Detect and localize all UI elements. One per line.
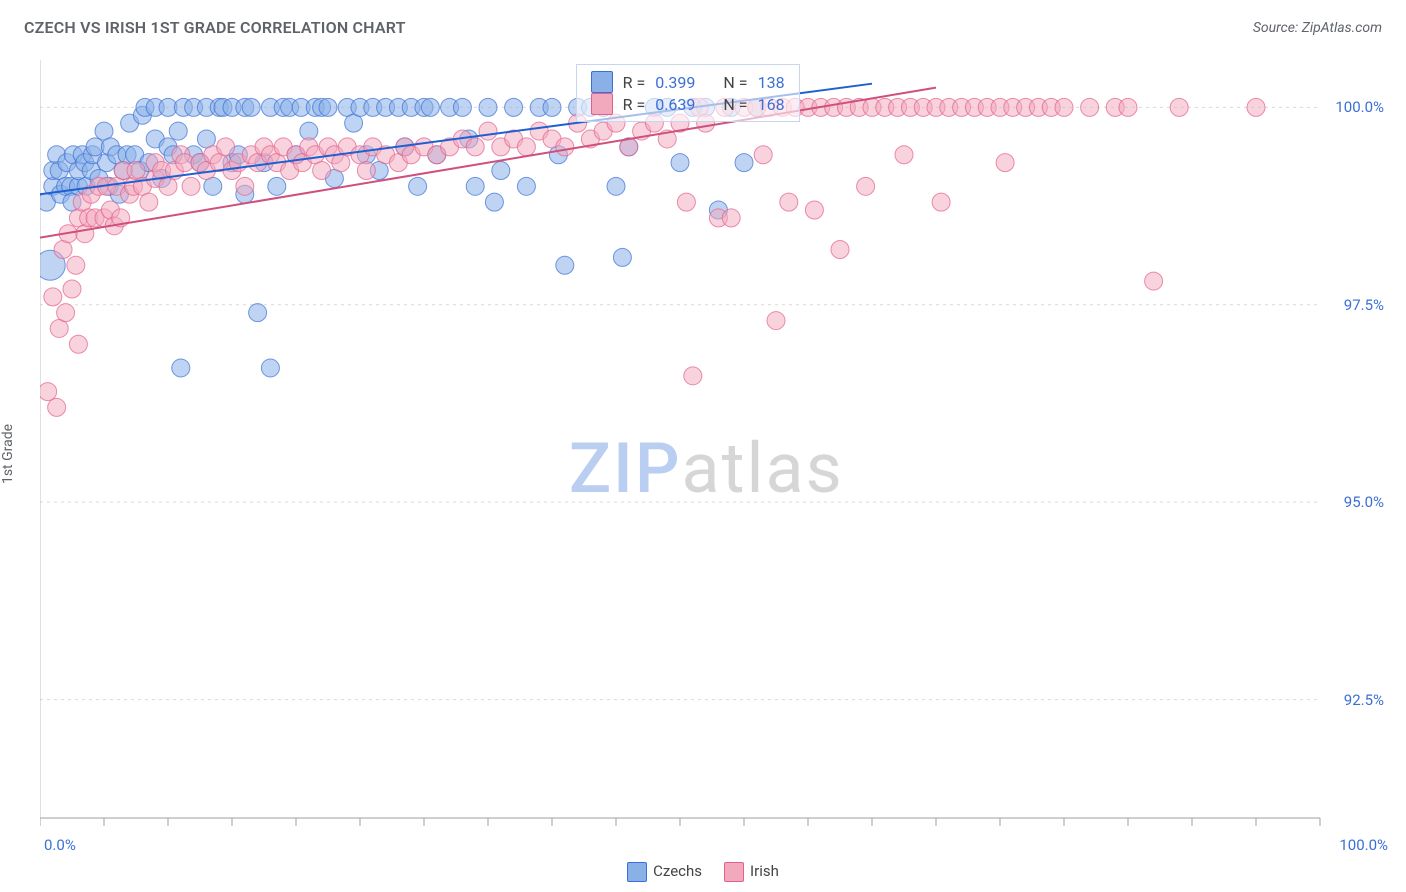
chart-title: CZECH VS IRISH 1ST GRADE CORRELATION CHA… <box>24 18 406 37</box>
legend-swatch <box>724 862 744 882</box>
legend-item: Czechs <box>627 862 702 882</box>
legend-label: Czechs <box>653 862 702 880</box>
legend-row: R = 0.639N = 168 <box>591 93 785 115</box>
x-axis-start-label: 0.0% <box>44 836 76 854</box>
series-legend: Czechs Irish <box>0 862 1406 882</box>
legend-swatch <box>591 93 613 115</box>
legend-swatch <box>591 71 613 93</box>
legend-label: Irish <box>750 862 779 880</box>
y-axis-label: 1st Grade <box>0 424 16 484</box>
legend-item: Irish <box>724 862 779 882</box>
y-tick-label: 95.0% <box>1344 493 1384 511</box>
correlation-legend: R = 0.399N = 138R = 0.639N = 168 <box>576 64 800 122</box>
chart-header: CZECH VS IRISH 1ST GRADE CORRELATION CHA… <box>24 18 1382 37</box>
legend-row: R = 0.399N = 138 <box>591 71 785 93</box>
legend-swatch <box>627 862 647 882</box>
y-tick-label: 100.0% <box>1335 98 1384 116</box>
y-tick-label: 97.5% <box>1344 296 1384 314</box>
chart-plot: ZIPatlas R = 0.399N = 138R = 0.639N = 16… <box>40 60 1396 842</box>
y-tick-label: 92.5% <box>1344 691 1384 709</box>
chart-source: Source: ZipAtlas.com <box>1253 20 1382 36</box>
scatter-svg <box>40 60 1396 842</box>
x-axis-end-label: 100.0% <box>1339 836 1388 854</box>
